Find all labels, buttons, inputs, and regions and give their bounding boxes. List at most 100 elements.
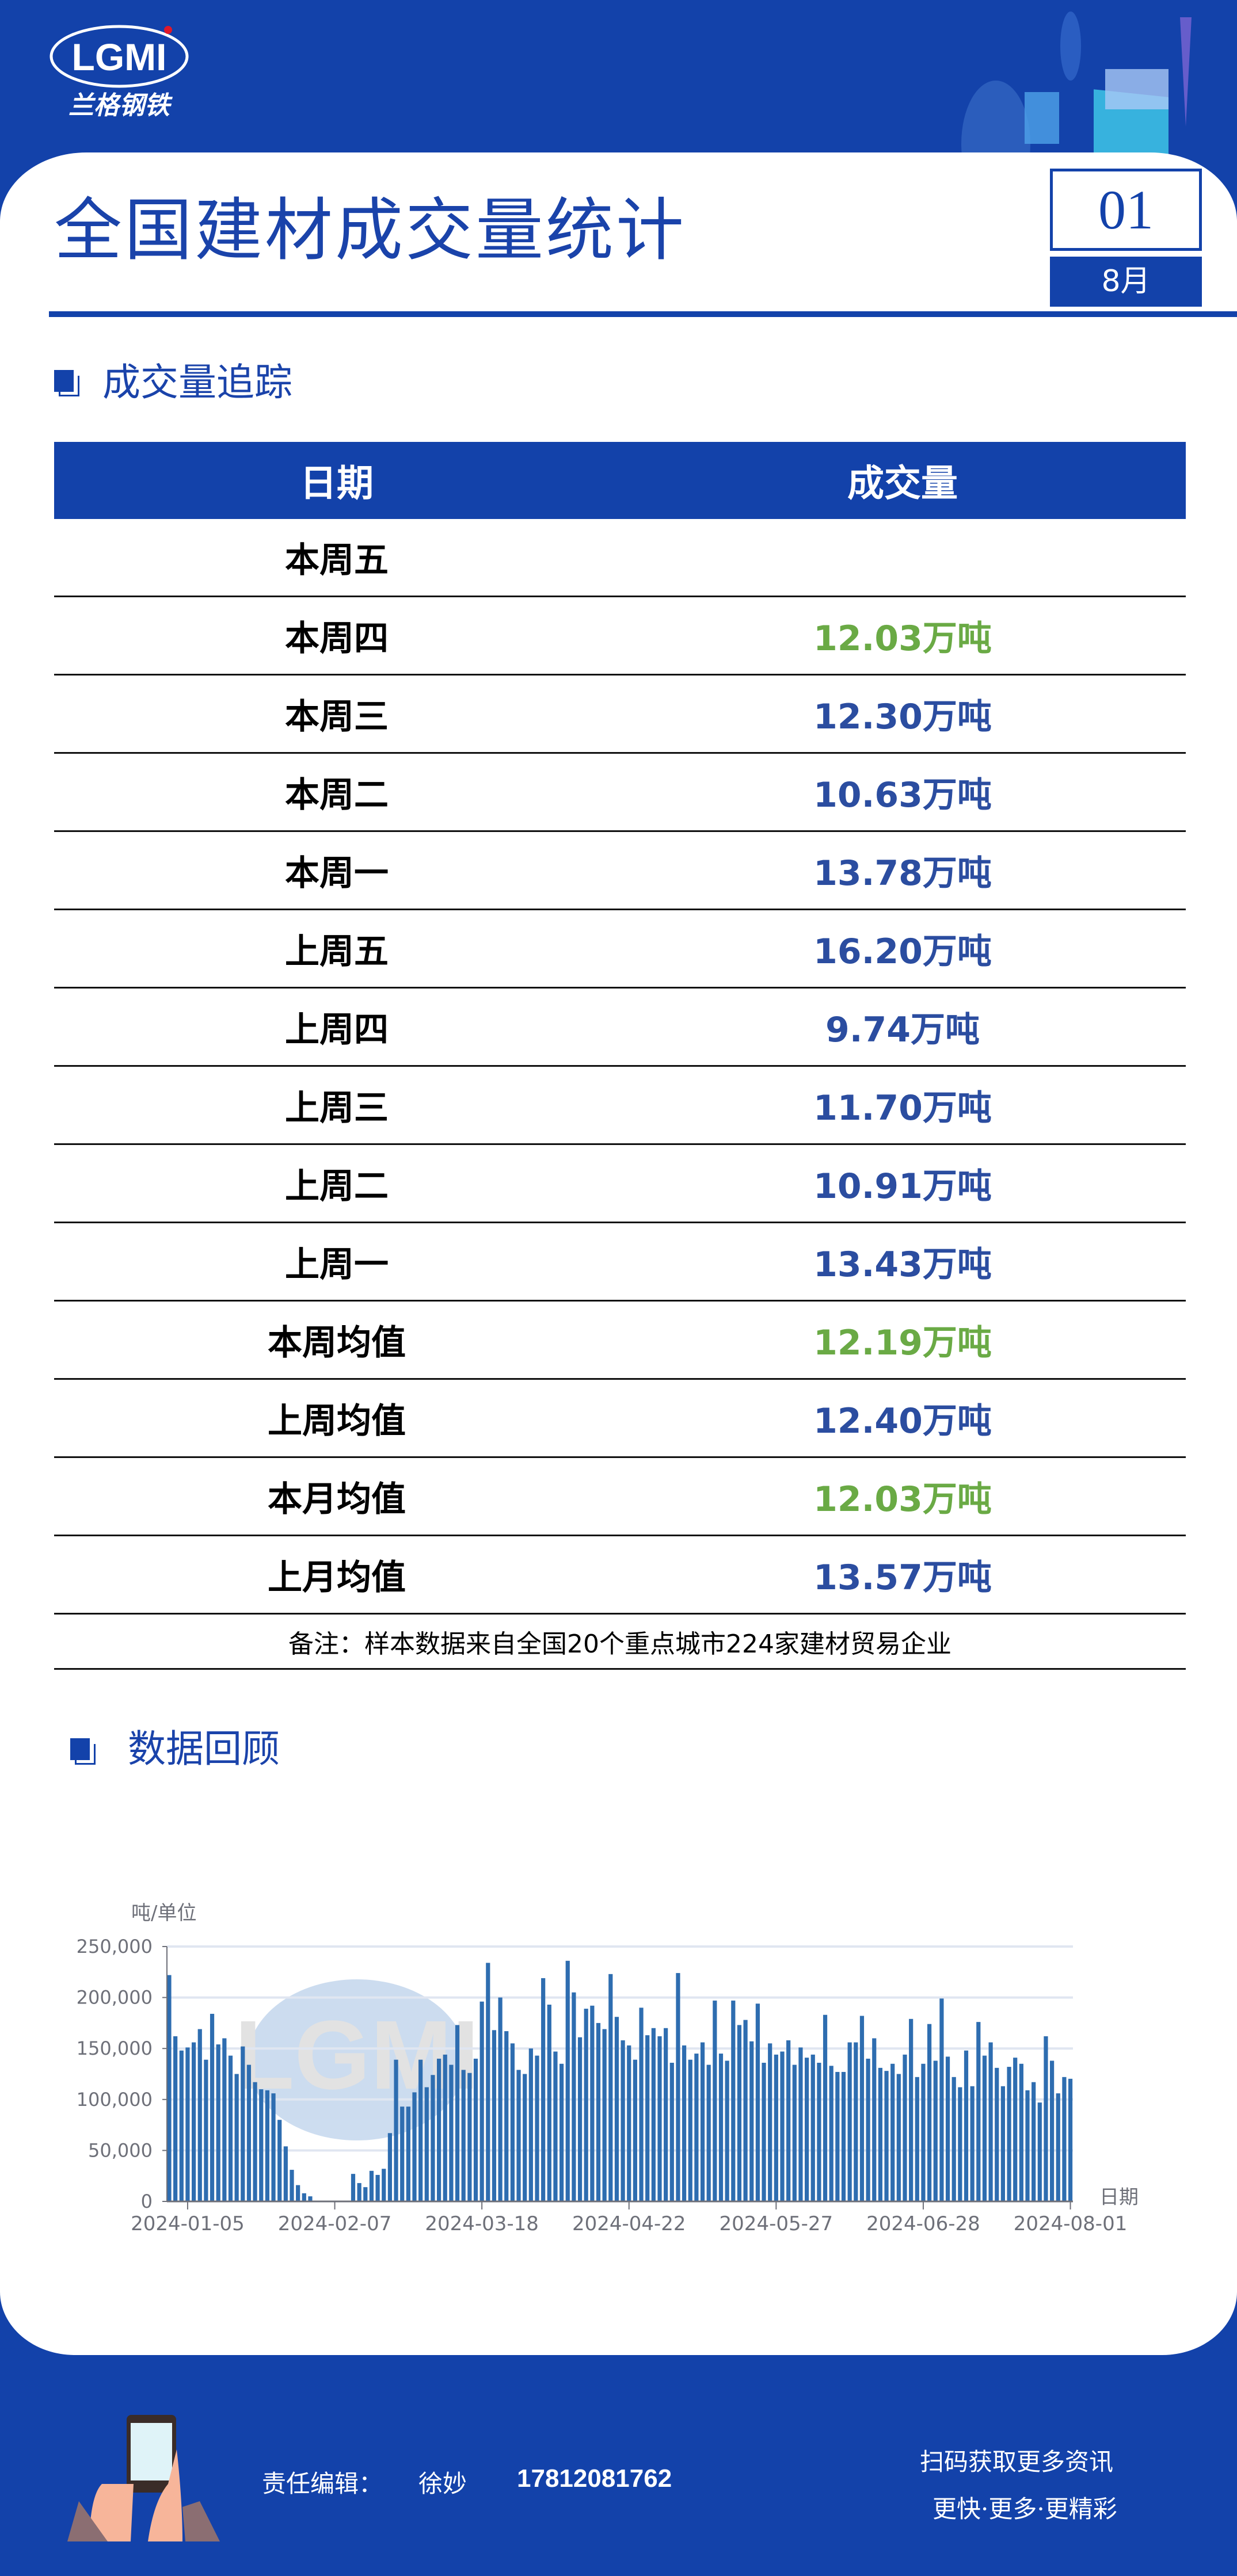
bar [1032,2082,1036,2201]
y-tick-label: 150,000 [77,2037,153,2059]
title-divider [49,311,1237,317]
bar [792,2064,797,2201]
bar [1019,2063,1023,2201]
bar [1062,2077,1067,2201]
bar [197,2029,202,2201]
x-axis-label: 日期 [1099,2186,1139,2209]
bar [572,1992,576,2201]
bar [492,2030,497,2201]
table-row: 本周三 12.30万吨 [54,676,1186,754]
row-date: 本周均值 [268,1323,406,1363]
bar [1068,2078,1073,2201]
bar [406,2106,410,2201]
bar [179,2050,184,2201]
bar [995,2067,999,2201]
bar [418,2059,423,2201]
bar [400,2106,405,2201]
bar [639,2008,644,2201]
bar [577,2037,583,2201]
lgmi-logo: LGMI 兰格钢铁 [47,23,191,121]
bar [283,2146,288,2201]
bar [682,2045,687,2201]
bar [859,2016,865,2201]
bar [780,2051,785,2201]
x-tick-label: 2024-04-22 [572,2212,686,2235]
bar [228,2055,233,2201]
bar [700,2042,705,2201]
row-volume: 12.40万吨 [813,1401,992,1441]
bar [878,2067,882,2201]
bar [486,1963,490,2201]
bar [847,2042,852,2201]
tech-illustration-icon [956,12,1197,207]
bar [970,2086,975,2201]
bar [688,2059,692,2201]
bar [988,2042,993,2201]
bar [1025,2090,1030,2201]
table-row: 上周二 10.91万吨 [54,1145,1186,1223]
bar [768,2043,772,2201]
bar [246,2064,252,2201]
row-date: 本月均值 [268,1479,406,1520]
bar [743,2020,748,2201]
row-date: 本周三 [285,697,389,737]
bar [976,2022,981,2201]
bar [602,2029,607,2201]
bar [590,2005,595,2201]
bar [541,1978,546,2201]
row-volume: 12.19万吨 [813,1323,992,1363]
bar [694,2054,699,2201]
bar [222,2038,227,2201]
bar [449,2064,454,2201]
volume-table: 日期 成交量 本周五 本周四 12.03万吨 本周三 12.30万吨 本周二 10.63万吨… [54,442,1186,1670]
bar [774,2054,778,2201]
table-row: 本周一 13.78万吨 [54,832,1186,910]
table-row: 上周一 13.43万吨 [54,1223,1186,1302]
row-volume: 16.20万吨 [813,932,992,972]
editor-phone: 17812081762 [517,2464,672,2493]
bar [192,2042,196,2201]
editor-label: 责任编辑： [262,2470,383,2498]
table-row: 本周均值 12.19万吨 [54,1302,1186,1380]
bar [479,2001,484,2201]
bar [890,2063,895,2201]
y-tick-label: 50,000 [88,2139,153,2161]
y-tick-label: 0 [141,2190,153,2212]
bar [903,2054,907,2201]
bar [173,2036,178,2201]
bar [498,1997,503,2201]
bar [823,2014,828,2201]
bar [296,2185,300,2201]
bar [204,2059,208,2201]
row-volume: 11.70万吨 [813,1088,992,1128]
bar [302,2193,306,2201]
x-tick-label: 2024-05-27 [720,2212,833,2235]
bar [553,2051,558,2201]
bar [1044,2036,1048,2201]
table-header: 日期 成交量 [54,442,1186,519]
row-volume: 12.30万吨 [813,697,992,737]
page-title: 全国建材成交量统计 [54,190,687,270]
section-title-volume-tracking: 成交量追踪 [102,360,292,404]
row-volume: 9.74万吨 [825,1010,980,1050]
bar [467,2073,472,2201]
bar [731,2000,736,2201]
bar [523,2074,527,2201]
bar [964,2050,969,2201]
bar [241,2046,245,2201]
table-row: 上周五 16.20万吨 [54,910,1186,989]
bar [259,2089,264,2201]
bar [375,2174,380,2201]
logo-text: LGMI [72,36,167,78]
bar [412,2092,417,2201]
slogan-text: 更快·更多·更精彩 [932,2495,1117,2523]
svg-text:兰格钢铁: 兰格钢铁 [68,91,173,120]
row-date: 本周四 [285,619,389,659]
bar [167,1975,172,2201]
y-tick-label: 250,000 [77,1936,153,1957]
bar [614,2017,619,2201]
row-date: 上周五 [285,932,389,972]
row-date: 上周二 [285,1166,389,1207]
bar [516,2070,521,2201]
bar [437,2058,441,2201]
